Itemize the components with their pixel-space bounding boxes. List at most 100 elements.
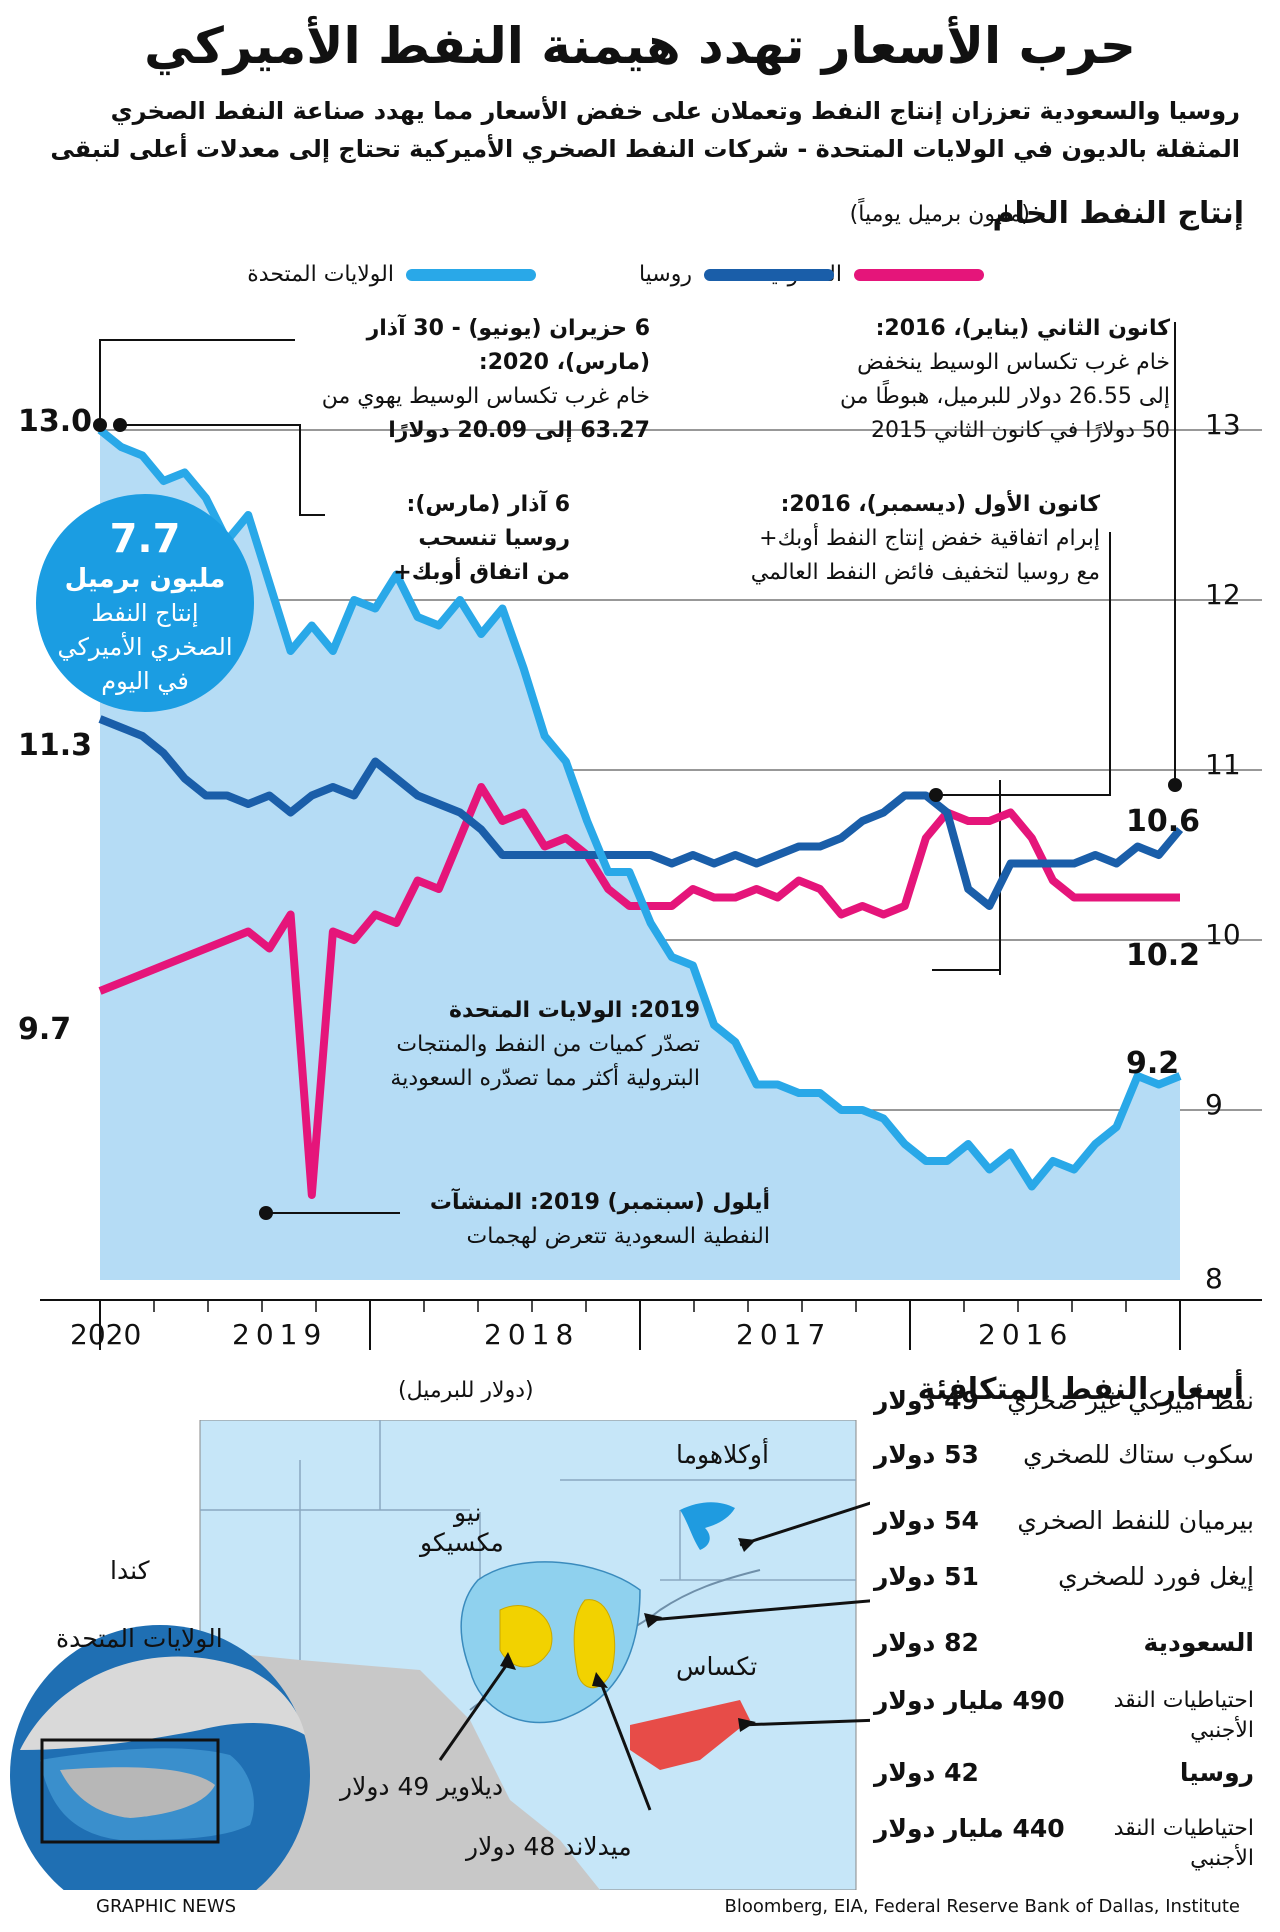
annotation-body: تصدّر كميات من النفط والمنتجات [396, 1032, 700, 1057]
annotation-anchor-dot [93, 418, 107, 432]
legend-russia: روسيا [639, 262, 834, 287]
annotation-dec-2016: كانون الأول (ديسمبر)، 2016: إبرام اتفاقي… [660, 488, 1100, 590]
texas-basins-map [0, 1420, 870, 1890]
annotation-sep-2019: أيلول (سبتمبر) 2019: المنشآت النفطية الس… [330, 1186, 770, 1254]
legend-swatch [704, 269, 834, 281]
price-name: السعودية [1143, 1628, 1254, 1657]
end-label-saudi-2020: 9.7 [18, 1012, 72, 1047]
price-value: 42 دولار [874, 1758, 979, 1787]
end-label-russia-2016: 10.6 [1126, 804, 1201, 839]
footer-credit: GRAPHIC NEWS [96, 1896, 237, 1917]
y-tick-label: 8 [1205, 1262, 1223, 1295]
y-tick-label: 12 [1205, 578, 1241, 611]
price-name: نفط أميركي غير صخري [1007, 1386, 1254, 1415]
y-tick-label: 9 [1205, 1088, 1223, 1121]
price-name: احتياطيات النقد الأجنبي [1113, 1688, 1254, 1743]
map-label-new-mexico-2: مكسيكو [420, 1528, 504, 1557]
price-value: 82 دولار [874, 1628, 979, 1657]
annotation-head: أيلول (سبتمبر) 2019: المنشآت [429, 1190, 770, 1215]
chart-title: إنتاج النفط الخام [992, 196, 1245, 231]
map-label-canada: كندا [110, 1556, 150, 1585]
annotation-leader-line [120, 424, 325, 516]
end-label-us-2020: 13.0 [18, 404, 93, 439]
x-tick-label: 2016 [978, 1318, 1074, 1351]
us-series-line [97, 426, 1182, 1191]
map-label-texas: تكساس [676, 1652, 758, 1681]
legend-label: روسيا [638, 262, 692, 287]
price-name: بيرميان للنفط الصخري [1017, 1506, 1254, 1535]
x-tick-label: 2020 [70, 1318, 142, 1351]
shale-output-badge: 7.7 مليون برميل إنتاج النفط الصخري الأمي… [36, 494, 254, 712]
annotation-body: إبرام اتفاقية خفض إنتاج النفط أوبك+ [759, 526, 1100, 551]
annotation-leader-line [99, 339, 295, 425]
legend-usa: الولايات المتحدة [247, 262, 536, 287]
annotation-body: خام غرب تكساس الوسيط يهوي من [321, 384, 650, 409]
price-name: احتياطيات النقد الأجنبي [1113, 1816, 1254, 1871]
annotation-anchor-dot [113, 418, 127, 432]
annotation-2020-wti: 6 حزيران (يونيو) - 30 آذار (مارس)، 2020:… [300, 312, 650, 448]
annotation-head: كانون الأول (ديسمبر)، 2016: [780, 492, 1100, 517]
y-tick-label: 11 [1205, 748, 1241, 781]
annotation-body: البترولية أكثر مما تصدّره السعودية [390, 1066, 700, 1091]
y-tick-label: 10 [1205, 918, 1241, 951]
map-label-usa: الولايات المتحدة [56, 1624, 223, 1653]
price-row: سكوب ستاك للصخري 53 دولار [874, 1440, 1254, 1478]
badge-line1: مليون برميل [64, 564, 226, 594]
prices-title: أسعار النفط المتكافئة [917, 1372, 1244, 1407]
end-label-us-2016: 9.2 [1126, 1046, 1180, 1081]
price-row: نفط أميركي غير صخري 49 دولار [874, 1386, 1254, 1424]
annotation-body: مع روسيا لتخفيف فائض النفط العالمي [750, 560, 1100, 585]
legend-swatch [406, 269, 536, 281]
map-label-delaware: ديلاوير 49 دولار [340, 1772, 504, 1801]
map-label-oklahoma: أوكلاهوما [676, 1440, 769, 1469]
annotation-head: 6 آذار (مارس): [406, 492, 570, 517]
annotation-body: إلى 26.55 دولار للبرميل، هبوطًا من [839, 384, 1170, 409]
x-tick-label: 2017 [736, 1318, 832, 1351]
price-value: 490 مليار دولار [874, 1686, 1065, 1715]
map-label-midland: ميدلاند 48 دولار [466, 1832, 632, 1861]
annotation-head: 2019: الولايات المتحدة [448, 998, 700, 1023]
annotation-leader-line [936, 532, 1111, 796]
annotation-body: خام غرب تكساس الوسيط ينخفض [857, 350, 1170, 375]
badge-line2: إنتاج النفط الصخري الأميركي في اليوم [57, 599, 233, 695]
page-title: حرب الأسعار تهدد هيمنة النفط الأميركي [144, 17, 1136, 75]
badge-value: 7.7 [109, 516, 181, 562]
annotation-body: النفطية السعودية تتعرض لهجمات [466, 1224, 770, 1249]
annotation-head: كانون الثاني (يناير)، 2016: [875, 316, 1170, 341]
annotation-body: روسيا تنسحب [418, 526, 570, 551]
annotation-anchor-dot [929, 788, 943, 802]
annotation-anchor-dot [1168, 778, 1182, 792]
y-tick-label: 13 [1205, 408, 1241, 441]
end-label-saudi-2016: 10.2 [1126, 938, 1201, 973]
annotation-anchor-dot [259, 1206, 273, 1220]
annotation-jan-2016: كانون الثاني (يناير)، 2016: خام غرب تكسا… [770, 312, 1170, 448]
annotation-head: 6 حزيران (يونيو) - 30 آذار (مارس)، 2020: [366, 316, 650, 375]
price-name: روسيا [1179, 1758, 1254, 1787]
price-row: السعودية 82 دولار [874, 1628, 1254, 1666]
x-tick-label: 2018 [484, 1318, 580, 1351]
price-value: 49 دولار [874, 1386, 979, 1415]
prices-unit: (دولار للبرميل) [398, 1378, 534, 1403]
annotation-body: 63.27 إلى 20.09 دولارًا [388, 418, 650, 443]
price-row: روسيا 42 دولار [874, 1758, 1254, 1796]
chart-unit: (مليون برميل يومياً) [849, 202, 1030, 227]
x-tick-label: 2019 [232, 1318, 328, 1351]
price-value: 51 دولار [874, 1562, 979, 1591]
us-area-fill [100, 430, 1180, 1280]
map-label-new-mexico-1: نيو [454, 1498, 482, 1527]
russia-series-line [98, 715, 1184, 910]
annotation-2019-exports: 2019: الولايات المتحدة تصدّر كميات من ال… [300, 994, 700, 1096]
production-chart [40, 322, 1262, 1350]
price-name: سكوب ستاك للصخري [1023, 1440, 1254, 1469]
annotation-body: من اتفاق أوبك+ [393, 560, 570, 585]
price-row: بيرميان للنفط الصخري 54 دولار [874, 1506, 1254, 1544]
legend-label: الولايات المتحدة [247, 262, 394, 287]
price-value: 440 مليار دولار [874, 1814, 1065, 1843]
price-row: إيغل فورد للصخري 51 دولار [874, 1562, 1254, 1600]
page-subtitle: روسيا والسعودية تعززان إنتاج النفط وتعمل… [50, 97, 1240, 201]
footer-sources: Bloomberg, EIA, Federal Reserve Bank of … [724, 1896, 1240, 1917]
annotation-body: 50 دولارًا في كانون الثاني 2015 [871, 418, 1170, 443]
price-value: 54 دولار [874, 1506, 979, 1535]
end-label-russia-2020: 11.3 [18, 728, 93, 763]
price-name: إيغل فورد للصخري [1058, 1562, 1254, 1591]
